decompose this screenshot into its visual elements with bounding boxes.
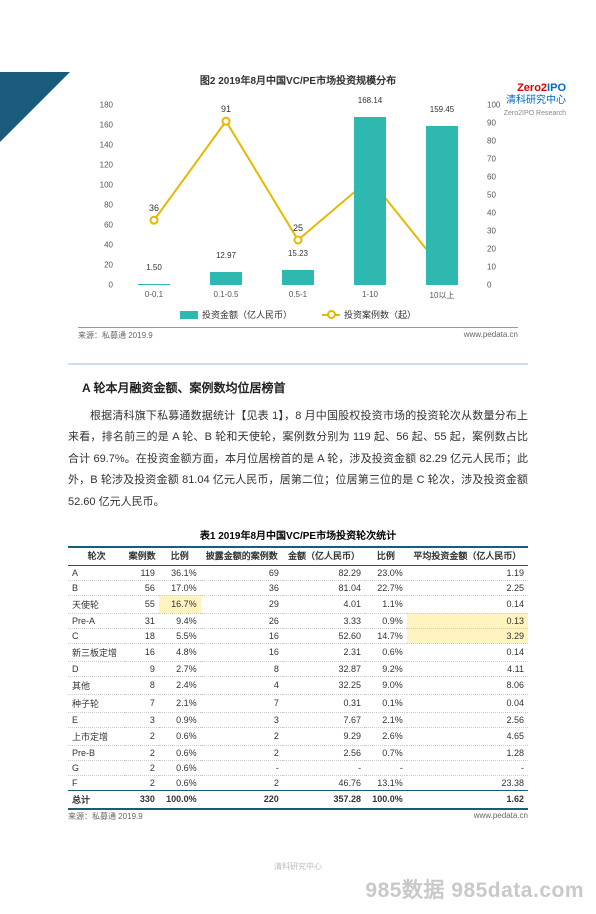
line-overlay: 369125599 xyxy=(118,105,478,285)
line-swatch xyxy=(322,311,340,319)
table-col: 比例 xyxy=(159,547,201,565)
table-row: B5617.0%3681.0422.7%2.25 xyxy=(68,580,528,595)
table-row: A11936.1%6982.2923.0%1.19 xyxy=(68,565,528,580)
body-paragraph: 根据清科旗下私募通数据统计【见表 1】，8 月中国股权投资市场的投资轮次从数量分… xyxy=(68,406,528,513)
y-axis-right: 0102030405060708090100 xyxy=(483,105,518,285)
chart: 020406080100120140160180 010203040506070… xyxy=(78,95,518,325)
logo-ipo: IPO xyxy=(547,82,566,94)
legend-line-label: 投资案例数（起） xyxy=(344,308,416,321)
section-divider xyxy=(68,363,528,365)
legend-bar-label: 投资金额（亿人民币） xyxy=(202,308,292,321)
corner-decoration xyxy=(0,72,70,142)
table-row: G20.6%---- xyxy=(68,760,528,775)
table-footer: 来源：私募通 2019.9 www.pedata.cn xyxy=(68,811,528,822)
table-row: Pre-B20.6%22.560.7%1.28 xyxy=(68,745,528,760)
chart-url: www.pedata.cn xyxy=(464,330,518,341)
table-row: 新三板定增164.8%162.310.6%0.14 xyxy=(68,643,528,661)
chart-source: 来源：私募通 2019.9 xyxy=(78,330,153,341)
chart-footer: 来源：私募通 2019.9 www.pedata.cn xyxy=(78,327,518,341)
x-axis-labels: 0-0.10.1-0.50.5-11-1010以上 xyxy=(118,290,478,301)
table-row: 天使轮5516.7%294.011.1%0.14 xyxy=(68,595,528,613)
table-col: 披露金额的案例数 xyxy=(201,547,283,565)
table-col: 轮次 xyxy=(68,547,125,565)
page-small-watermark: 清科研究中心 xyxy=(0,861,596,872)
svg-text:25: 25 xyxy=(293,223,303,233)
table-row: 上市定增20.6%29.292.6%4.65 xyxy=(68,727,528,745)
chart-plot-area: 369125599 1.5012.9715.23168.14159.45 xyxy=(118,105,478,285)
legend-bar: 投资金额（亿人民币） xyxy=(180,308,292,321)
table-row: E30.9%37.672.1%2.56 xyxy=(68,712,528,727)
table-total-row: 总计330100.0%220357.28100.0%1.62 xyxy=(68,790,528,809)
table-col: 平均投资金额（亿人民币） xyxy=(407,547,528,565)
table-col: 金额（亿人民币） xyxy=(283,547,365,565)
svg-text:36: 36 xyxy=(149,203,159,213)
table-row: 种子轮72.1%70.310.1%0.04 xyxy=(68,694,528,712)
table-url: www.pedata.cn xyxy=(474,811,528,822)
table-row: F20.6%246.7613.1%23.38 xyxy=(68,775,528,790)
y-axis-left: 020406080100120140160180 xyxy=(78,105,113,285)
table-row: C185.5%1652.6014.7%3.29 xyxy=(68,628,528,643)
watermark: 985数据 985data.com xyxy=(365,874,584,904)
logo-zero2: Zero2 xyxy=(517,82,547,94)
table-row: D92.7%832.879.2%4.11 xyxy=(68,661,528,676)
legend-line: 投资案例数（起） xyxy=(322,308,416,321)
section-heading: A 轮本月融资金额、案例数均位居榜首 xyxy=(68,379,528,396)
table-header-row: 轮次案例数比例披露金额的案例数金额（亿人民币）比例平均投资金额（亿人民币） xyxy=(68,547,528,565)
data-table: 轮次案例数比例披露金额的案例数金额（亿人民币）比例平均投资金额（亿人民币） A1… xyxy=(68,546,528,810)
table-title: 表1 2019年8月中国VC/PE市场投资轮次统计 xyxy=(0,527,596,542)
table-source: 来源：私募通 2019.9 xyxy=(68,811,143,822)
logo-brand: Zero2IPO xyxy=(517,82,566,94)
bar-swatch xyxy=(180,311,198,319)
table-col: 比例 xyxy=(365,547,407,565)
svg-text:91: 91 xyxy=(221,104,231,114)
table-col: 案例数 xyxy=(125,547,159,565)
table-row: Pre-A319.4%263.330.9%0.13 xyxy=(68,613,528,628)
chart-legend: 投资金额（亿人民币） 投资案例数（起） xyxy=(118,308,478,321)
table-row: 其他82.4%432.259.0%8.06 xyxy=(68,676,528,694)
